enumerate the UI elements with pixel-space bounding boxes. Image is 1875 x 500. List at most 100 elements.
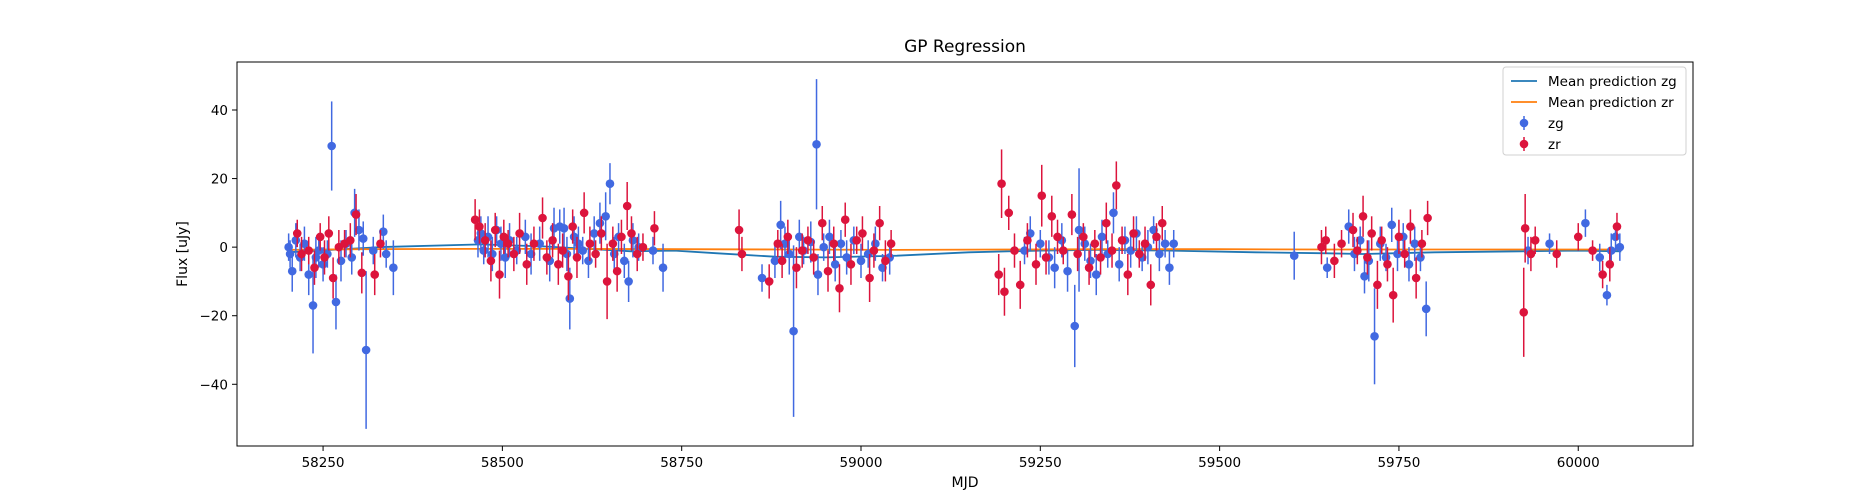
data-point (336, 256, 346, 266)
data-point (1383, 259, 1392, 269)
data-point (813, 270, 823, 279)
data-point (292, 229, 302, 238)
data-point (308, 301, 318, 310)
data-point (881, 256, 890, 266)
data-point (835, 283, 844, 293)
data-point (1416, 253, 1425, 262)
data-point (351, 210, 361, 219)
data-point (579, 208, 589, 218)
data-point (584, 256, 593, 266)
data-point (480, 235, 490, 245)
data-point (589, 229, 599, 238)
data-point (565, 294, 575, 303)
data-point (757, 273, 767, 283)
data-point (538, 213, 547, 223)
x-tick-label: 58500 (481, 455, 524, 471)
data-point (1330, 256, 1339, 266)
data-point (310, 263, 319, 273)
data-point (297, 249, 306, 259)
data-point (1090, 239, 1100, 249)
data-point (389, 263, 398, 273)
data-point (1595, 253, 1605, 262)
data-point (792, 263, 801, 273)
data-point (840, 215, 850, 225)
data-point (858, 229, 867, 238)
data-point (1004, 208, 1014, 218)
data-point (734, 225, 744, 235)
data-point (1388, 290, 1398, 300)
x-tick-label: 59750 (1377, 455, 1420, 471)
data-point (1615, 242, 1625, 252)
data-point (627, 229, 636, 238)
data-point (479, 246, 489, 255)
series-zr (292, 149, 1622, 357)
data-point (1605, 259, 1615, 269)
data-point (304, 270, 314, 279)
data-point (1370, 331, 1379, 341)
data-point (475, 222, 484, 231)
data-point (601, 211, 610, 221)
data-point (632, 249, 642, 259)
data-point (608, 239, 618, 249)
data-point (1321, 235, 1331, 245)
data-point (737, 249, 747, 259)
data-point (515, 229, 524, 238)
data-point (1053, 232, 1062, 242)
plot-frame (236, 61, 1694, 447)
data-point (1146, 280, 1156, 290)
data-point (324, 229, 334, 238)
data-point (1107, 246, 1117, 255)
data-point (1411, 273, 1421, 283)
data-point (1611, 232, 1620, 242)
data-point (1519, 307, 1529, 317)
data-point (1581, 218, 1590, 228)
data-point (1015, 280, 1025, 290)
data-point (1091, 270, 1101, 279)
data-point (1152, 232, 1161, 242)
legend-swatch-marker (1519, 118, 1529, 128)
data-point (1526, 249, 1536, 259)
data-point (542, 253, 552, 262)
data-point (803, 235, 813, 245)
data-point (1588, 246, 1597, 255)
series-zg (284, 79, 1625, 429)
data-point (1602, 290, 1612, 300)
data-point (1037, 191, 1047, 201)
data-point (770, 256, 780, 266)
data-point (829, 239, 839, 249)
data-point (1140, 239, 1150, 249)
data-point (1129, 229, 1138, 238)
data-point (1423, 213, 1432, 223)
data-point (1023, 235, 1032, 245)
data-point (578, 246, 588, 255)
data-point (1394, 232, 1404, 242)
data-point (1606, 246, 1616, 255)
data-point (1317, 242, 1326, 252)
data-point (658, 263, 668, 273)
data-point (783, 232, 793, 242)
data-point (1387, 220, 1397, 230)
data-point (558, 246, 567, 255)
data-point (1063, 266, 1072, 276)
data-point (564, 271, 573, 281)
data-point (605, 179, 615, 189)
data-point (624, 277, 633, 286)
data-point (1067, 210, 1077, 219)
data-point (1114, 259, 1124, 269)
data-point (1096, 253, 1105, 262)
data-point (1377, 235, 1387, 245)
data-point (1552, 249, 1562, 259)
data-point (612, 266, 622, 276)
data-point (1000, 287, 1009, 297)
data-point (495, 270, 504, 279)
y-tick-label: 0 (219, 240, 228, 256)
data-point (994, 270, 1004, 279)
x-tick-label: 59500 (1198, 455, 1241, 471)
data-point (1084, 263, 1094, 273)
data-point (819, 242, 829, 252)
data-point (499, 232, 509, 242)
data-point (1109, 208, 1118, 218)
data-point (1417, 239, 1427, 249)
data-point (486, 256, 496, 266)
